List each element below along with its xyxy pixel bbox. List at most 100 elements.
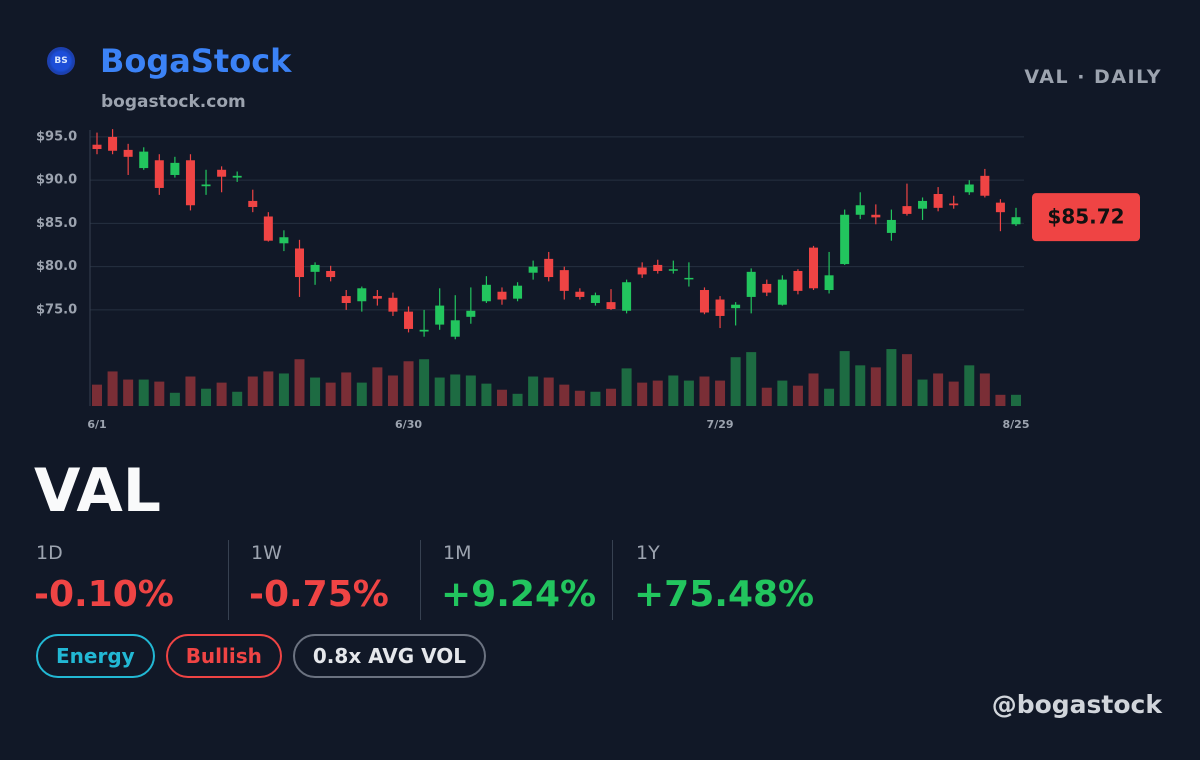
volume-bar — [201, 388, 212, 406]
volume-bar — [169, 392, 180, 406]
volume-bar — [496, 389, 507, 406]
chart: $75.0 $80.0 $85.0 $90.0 $95.0 6/1 6/30 7/29 8/25… — [36, 129, 1140, 431]
y-tick-label: $85.0 — [36, 216, 77, 231]
stat-value: +9.24% — [441, 574, 597, 615]
candle-body — [590, 295, 600, 303]
volume-bar — [948, 381, 959, 406]
volume-bar — [465, 375, 476, 406]
volume-bar — [824, 388, 835, 406]
price-tag-label: $85.72 — [1047, 205, 1124, 229]
candle-body — [933, 194, 943, 208]
x-tick-label: 6/30 — [395, 418, 422, 431]
stat-value: -0.75% — [249, 574, 389, 615]
volume-bar — [216, 382, 227, 406]
volume-bar — [652, 380, 663, 406]
tag: 0.8x AVG VOL — [292, 634, 487, 678]
volume-bar — [995, 394, 1006, 406]
handle: @bogastock — [991, 690, 1162, 719]
candle-body — [606, 302, 616, 310]
stat-value: +75.48% — [634, 574, 815, 615]
volume-bar — [901, 354, 912, 406]
stat-label: 1W — [251, 542, 282, 564]
volume-bar — [777, 380, 788, 406]
candle-body — [559, 270, 569, 291]
candle-body — [341, 296, 351, 303]
volume-bar — [715, 380, 726, 406]
volume-bar — [746, 352, 757, 406]
candle-body — [404, 311, 414, 329]
x-tick-label: 6/1 — [87, 418, 106, 431]
candle-body — [326, 270, 336, 278]
volume-bar — [792, 385, 803, 406]
volume-bar — [606, 388, 617, 406]
candle-body — [279, 237, 289, 244]
volume-bar — [668, 375, 679, 406]
volume-bar — [278, 373, 289, 406]
stat-label: 1M — [443, 542, 472, 564]
candle-body — [108, 136, 118, 151]
y-tick-label: $75.0 — [36, 302, 77, 317]
candle-body — [201, 184, 211, 187]
volume-bar — [574, 390, 585, 406]
volume-bar — [185, 376, 196, 406]
tag: Bullish — [165, 634, 282, 678]
y-tick-label: $95.0 — [36, 129, 77, 144]
candle-body — [185, 160, 195, 206]
volume-bar — [92, 384, 102, 406]
candle-body — [793, 270, 803, 291]
divider — [612, 540, 613, 620]
stat-label: 1Y — [636, 542, 660, 564]
candle-body — [466, 310, 476, 317]
x-tick-label: 8/25 — [1003, 418, 1030, 431]
candle-body — [964, 184, 974, 193]
volume-bar — [247, 376, 258, 406]
candle-body — [388, 297, 398, 312]
volume-bar — [387, 375, 398, 406]
candle-body — [684, 277, 694, 280]
brand: BogaStock — [100, 42, 292, 80]
volume-bar — [730, 357, 741, 406]
candle-body — [902, 206, 912, 214]
volume-bar — [886, 349, 897, 406]
volume-bar — [964, 365, 975, 406]
candle-body — [481, 284, 491, 302]
candle-body — [824, 275, 834, 291]
volume-bar — [543, 377, 554, 406]
candle-body — [139, 151, 149, 169]
candle-body — [217, 169, 227, 177]
candle-body — [170, 162, 180, 175]
candle-body — [357, 288, 367, 302]
volume-bar — [450, 374, 461, 406]
candle-body — [871, 214, 881, 218]
volume-bar — [761, 387, 772, 406]
candle-body — [949, 203, 959, 206]
volume-bar — [637, 382, 648, 406]
candle-body — [1011, 217, 1021, 225]
candle-body — [450, 320, 460, 337]
volume-bar — [356, 382, 367, 406]
candle-body — [918, 200, 928, 209]
volume-bar — [839, 351, 850, 406]
volume-bar — [372, 367, 383, 406]
volume-bar — [341, 372, 352, 406]
candle-body — [840, 214, 850, 265]
candle-body — [746, 271, 756, 297]
candle-body — [637, 267, 647, 275]
candle-body — [154, 160, 164, 188]
x-tick-label: 7/29 — [707, 418, 734, 431]
candle-body — [248, 200, 258, 207]
candle-body — [731, 304, 741, 309]
volume-bar — [107, 371, 118, 406]
candle-body — [762, 283, 772, 293]
candle-body — [294, 248, 304, 278]
candle-body — [232, 175, 242, 178]
price-tag — [1032, 193, 1140, 242]
site: bogastock.com — [101, 92, 246, 112]
candle-body — [886, 219, 896, 233]
volume-bar — [870, 367, 881, 406]
logo: BS — [47, 47, 75, 75]
tag: Energy — [36, 634, 155, 678]
candle-body — [653, 264, 663, 271]
volume-bar — [263, 371, 274, 406]
volume-bar — [528, 376, 539, 406]
